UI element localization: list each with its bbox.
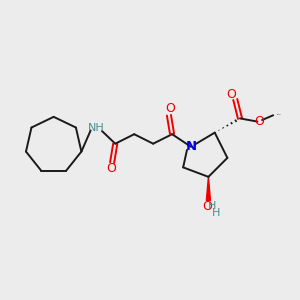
Text: O: O [202,200,212,213]
Text: O: O [226,88,236,101]
Text: H: H [208,201,217,211]
Text: O: O [165,102,175,116]
Text: N: N [185,140,197,153]
Text: O: O [106,162,116,176]
Polygon shape [206,177,211,200]
Text: methyl: methyl [277,114,282,115]
Text: NH: NH [88,123,105,133]
Text: O: O [254,115,264,128]
Text: H: H [212,208,220,218]
